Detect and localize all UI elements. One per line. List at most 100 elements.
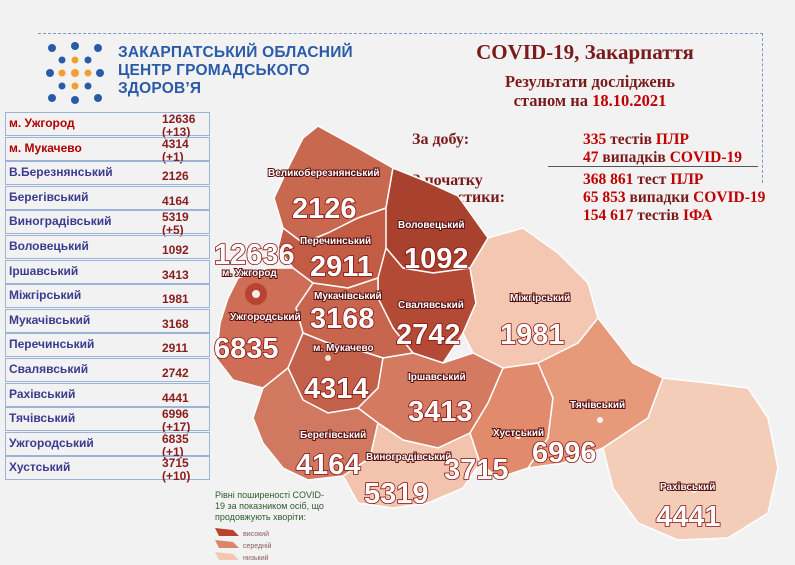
total-pcr-number: 368 861: [583, 171, 634, 188]
district-total: 2911: [162, 341, 189, 356]
daily-pcr-abbr: ПЛР: [655, 131, 689, 148]
district-name: м. Мукачево: [9, 140, 82, 155]
district-value: 3168: [162, 317, 189, 331]
district-name: Міжгірський: [9, 288, 82, 303]
table-row: Хустський 3715 (+10): [5, 456, 210, 483]
subtitle-line-1: Результати досліджень: [505, 72, 675, 91]
table-row: Воловецький 1092: [5, 235, 210, 259]
total-pcr-abbr: ПЛР: [670, 171, 704, 188]
district-total: 4441: [162, 390, 189, 405]
table-row: Виноградівський 5319 (+5): [5, 210, 210, 237]
daily-pcr-number: 335: [583, 131, 607, 148]
total-ifa-text: тестів: [637, 207, 680, 224]
rakhiv-marker: [691, 487, 697, 493]
daily-cases-abbr: COVID-19: [669, 149, 743, 166]
map-value-irshavskyi: 3413: [408, 396, 473, 428]
total-pcr-text: тест: [637, 171, 667, 188]
map-label-rakhivskyi: Рахівський: [660, 482, 715, 493]
map-value-vynohradivskyi: 5319: [364, 478, 429, 510]
table-row: Берегівський 4164: [5, 185, 210, 210]
table-row: м. Мукачево 4314 (+1): [5, 136, 210, 164]
table-row: В.Березнянський 2126: [5, 161, 210, 186]
district-total: 1981: [162, 292, 189, 307]
district-name: Хустський: [9, 460, 71, 475]
district-total: 2742: [162, 366, 189, 380]
page-subtitle: Результати досліджень станом на 18.10.20…: [440, 72, 740, 110]
org-line-1: ЗАКАРПАТСЬКИЙ ОБЛАСНИЙ: [118, 44, 353, 61]
map-value-svaliavskyi: 2742: [396, 319, 461, 351]
district-value: 1092: [162, 244, 189, 257]
map-label-vynohradivskyi: Виноградівський: [366, 452, 451, 463]
map-value-volovetskyi: 1092: [404, 243, 469, 275]
table-row: м. Ужгород 12636 (+13): [5, 112, 210, 139]
daily-pcr-text: тестів: [610, 131, 652, 148]
total-cases-number: 65 853: [583, 189, 626, 206]
legend-label-low: низький: [243, 554, 269, 562]
total-ifa-number: 154 617: [583, 207, 634, 224]
total-cases-abbr: COVID-19: [693, 189, 766, 206]
map-value-tiachivskyi: 6996: [532, 437, 597, 469]
map-label-mukachevo-city: м. Мукачево: [313, 343, 374, 354]
district-name: Тячівський: [9, 411, 76, 426]
district-value: 2742: [162, 367, 189, 380]
district-value: 6835 (+1): [162, 432, 189, 459]
district-name: В.Березнянський: [9, 165, 113, 180]
legend-swatch-medium: [215, 540, 239, 548]
daily-pcr: 335 тестів ПЛР: [583, 131, 689, 148]
region-rakhivskyi: [602, 377, 779, 541]
organization-name: ЗАКАРПАТСЬКИЙ ОБЛАСНИЙ ЦЕНТР ГРОМАДСЬКОГ…: [118, 44, 353, 98]
legend-text: Рівні поширеності COVID-19 за показником…: [215, 490, 324, 522]
total-pcr: 368 861 тест ПЛР: [583, 171, 703, 188]
district-name: Свалявський: [9, 362, 89, 376]
district-value: 4441: [162, 390, 189, 405]
map-label-uzhhorodskyi: Ужгородський: [230, 312, 301, 323]
org-line-3: ЗДОРОВ’Я: [118, 80, 202, 97]
map-label-mukachivskyi: Мукачівський: [314, 291, 382, 302]
frame-top: [38, 33, 763, 34]
district-delta: (+1): [162, 149, 184, 164]
map-value-khustskyi: 3715: [444, 454, 509, 486]
district-value: 4314 (+1): [162, 136, 189, 164]
tiachiv-marker: [597, 417, 603, 423]
legend-swatch-high: [215, 528, 239, 536]
legend-label-high: високий: [243, 530, 269, 538]
map-label-tiachivskyi: Тячівський: [570, 400, 625, 411]
map-label-volovetskyi: Воловецький: [398, 220, 465, 231]
district-value: 5319 (+5): [162, 211, 189, 237]
map-value-velykobereznianskyi: 2126: [292, 193, 357, 225]
map-label-irshavskyi: Іршавський: [408, 372, 466, 383]
district-delta: (+1): [162, 444, 184, 459]
table-row: Перечинський 2911: [5, 333, 210, 358]
district-delta: (+5): [162, 223, 184, 238]
district-total: 2126: [162, 169, 189, 184]
daily-cases-number: 47: [583, 149, 599, 166]
district-delta: (+17): [162, 420, 191, 435]
district-total: 6996: [162, 407, 189, 422]
district-value: 6996 (+17): [162, 408, 190, 434]
district-total: 5319: [162, 210, 189, 225]
map-label-svaliavskyi: Свалявський: [398, 300, 464, 311]
district-total: 1092: [162, 243, 189, 257]
legend-swatch-low: [215, 552, 239, 560]
table-row: Тячівський 6996 (+17): [5, 407, 210, 434]
total-ifa-abbr: ІФА: [682, 207, 713, 224]
map-label-mizhhirskyi: Міжгірський: [510, 293, 570, 304]
subtitle-line-2: станом на 18.10.2021: [440, 91, 740, 110]
district-value: 3413: [162, 267, 189, 282]
district-delta: (+10): [162, 469, 191, 484]
district-name: Воловецький: [9, 239, 89, 253]
district-value: 3715 (+10): [162, 457, 190, 483]
district-total: 3413: [162, 267, 189, 282]
total-cases: 65 853 випадки COVID-19: [583, 189, 765, 206]
district-name: Виноградівський: [9, 214, 112, 229]
district-value: 4164: [162, 194, 189, 208]
table-row: Свалявський 2742: [5, 358, 210, 382]
map-value-rakhivskyi: 4441: [656, 501, 721, 533]
district-name: Мукачівський: [9, 312, 91, 327]
district-total: 4314: [162, 136, 189, 151]
map-value-mukachivskyi: 3168: [310, 303, 375, 335]
total-cases-text: випадки: [629, 189, 690, 206]
district-name: Іршавський: [9, 263, 79, 278]
map-legend: Рівні поширеності COVID-19 за показником…: [215, 490, 330, 565]
daily-cases-text: випадків: [602, 149, 666, 166]
